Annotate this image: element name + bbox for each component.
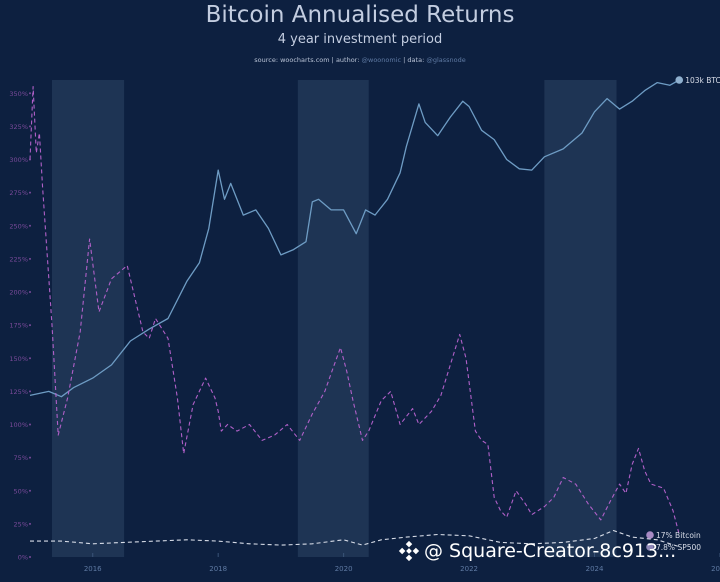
series-end-labels: 103k BTCUSD 17% Bitcoin 7.8% SP500	[646, 76, 720, 552]
y-tick-label: 250%	[9, 222, 28, 230]
halving-band-2	[297, 80, 369, 557]
y-tick-label: 325%	[9, 123, 28, 131]
y-tick-label: 125%	[9, 388, 28, 396]
author-label: author:	[335, 56, 360, 64]
y-tick-mark	[29, 191, 31, 194]
author-value: @woonomic	[361, 56, 402, 64]
y-tick-mark	[29, 423, 31, 426]
watermark: @ Square-Creator-8c913...	[398, 540, 676, 562]
data-value: @glassnode	[426, 56, 466, 64]
x-tick-label: 2022	[460, 565, 478, 573]
source-line: source: woocharts.com | author: @woonomi…	[254, 56, 466, 64]
halving-band-3	[544, 80, 617, 557]
source-value: woocharts.com	[280, 56, 330, 64]
y-tick-label: 150%	[9, 355, 28, 363]
x-tick-label: 2024	[586, 565, 604, 573]
y-tick-label: 100%	[9, 421, 28, 429]
y-tick-label: 50%	[14, 487, 28, 495]
y-tick-label: 25%	[14, 520, 28, 528]
y-tick-mark	[29, 291, 31, 293]
y-tick-label: 350%	[9, 90, 28, 98]
y-tick-label: 175%	[9, 322, 28, 330]
halving-band-1	[51, 80, 125, 557]
data-label: data:	[407, 56, 425, 64]
y-tick-mark	[29, 324, 31, 327]
source-label: source:	[254, 56, 279, 64]
series-end-label: 17% Bitcoin	[656, 531, 701, 540]
chart-subtitle: 4 year investment period	[277, 32, 443, 47]
chart-title: Bitcoin Annualised Returns	[205, 2, 515, 28]
binance-logo-icon	[398, 540, 420, 562]
btcusd-price-line	[29, 79, 680, 398]
y-tick-mark	[29, 556, 31, 558]
bitcoin-return-line	[29, 86, 680, 535]
y-tick-label: 200%	[9, 289, 28, 297]
y-tick-mark	[29, 489, 31, 492]
y-tick-label: 75%	[14, 454, 28, 462]
watermark-text: @ Square-Creator-8c913...	[424, 540, 677, 562]
x-tick-label: 2016	[84, 565, 102, 573]
series-lines	[29, 79, 680, 548]
y-tick-label: 225%	[9, 255, 28, 263]
x-axis: 2016 2018 2020 2022 2024 2026	[84, 553, 720, 573]
series-end-marker	[646, 531, 654, 539]
y-tick-label: 275%	[9, 189, 28, 197]
y-tick-mark	[29, 92, 31, 95]
series-end-label: 7.8% SP500	[656, 543, 701, 552]
y-tick-mark	[29, 224, 31, 227]
x-tick-label: 2026	[711, 565, 720, 573]
y-tick-mark	[29, 390, 31, 393]
y-tick-label: 0%	[18, 554, 28, 562]
y-tick-mark	[29, 357, 31, 360]
series-end-marker	[675, 76, 684, 84]
y-tick-mark	[29, 456, 31, 459]
sp500-return-line	[30, 529, 680, 548]
x-tick-label: 2018	[209, 565, 227, 573]
x-tick-label: 2020	[335, 565, 353, 573]
series-end-label: 103k BTCUSD	[685, 76, 720, 85]
y-tick-mark	[29, 125, 31, 128]
series-end-marker	[646, 543, 654, 551]
y-tick-mark	[29, 257, 31, 260]
y-tick-label: 300%	[9, 156, 28, 164]
halving-bands	[51, 80, 617, 557]
y-axis: 0% 25% 50% 75% 100% 125% 150% 175% 200% 225% 250% 2…	[9, 90, 31, 562]
y-tick-mark	[29, 522, 31, 525]
